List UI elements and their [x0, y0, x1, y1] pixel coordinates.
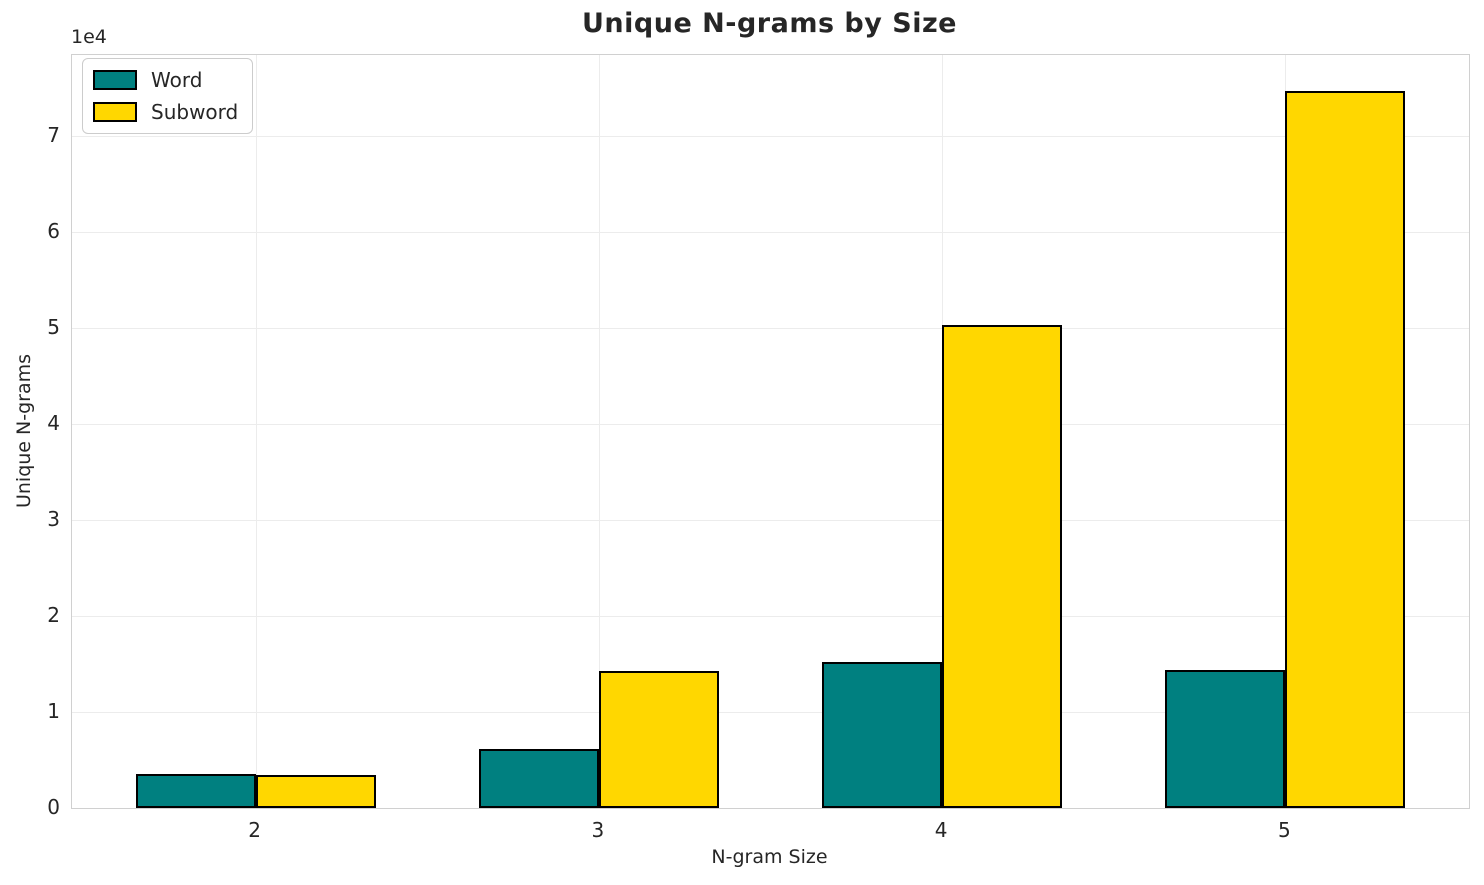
y-gridline: [72, 615, 1469, 617]
x-gridline: [255, 55, 257, 808]
bar-subword-ngram-5: [1285, 90, 1406, 808]
x-axis-label: N-gram Size: [711, 846, 828, 868]
y-gridline: [72, 135, 1469, 137]
bar-subword-ngram-2: [255, 775, 376, 808]
bar-word-ngram-4: [822, 662, 943, 808]
plot-area: [71, 54, 1470, 809]
y-gridline: [72, 712, 1469, 713]
legend-swatch-icon: [93, 70, 137, 90]
y-tick-label: 0: [47, 795, 60, 819]
legend-swatch-icon: [93, 102, 137, 122]
bar-word-ngram-2: [135, 774, 256, 808]
y-gridline: [72, 519, 1469, 521]
bar-word-ngram-3: [478, 749, 599, 808]
bar-word-ngram-5: [1165, 669, 1286, 808]
y-tick-label: 1: [47, 699, 60, 723]
bar-subword-ngram-3: [598, 670, 719, 808]
legend-label: Word: [151, 68, 203, 92]
y-gridline: [72, 231, 1469, 233]
x-tick-label: 2: [248, 818, 261, 842]
x-tick-label: 5: [1278, 818, 1291, 842]
y-gridline: [72, 327, 1469, 329]
y-axis-offset-label: 1e4: [71, 26, 107, 48]
y-tick-label: 7: [47, 122, 60, 147]
bar-subword-ngram-4: [942, 324, 1063, 808]
y-tick-label: 2: [47, 602, 60, 627]
y-gridline: [72, 423, 1469, 425]
x-gridline: [598, 55, 600, 808]
legend: Word Subword: [82, 58, 254, 134]
y-tick-label: 6: [47, 218, 60, 243]
legend-item-subword: Subword: [93, 100, 238, 124]
x-tick-label: 4: [934, 818, 948, 842]
chart-title: Unique N-grams by Size: [582, 8, 957, 39]
legend-label: Subword: [151, 100, 239, 124]
legend-item-word: Word: [93, 68, 238, 92]
y-tick-label: 3: [47, 506, 60, 531]
y-tick-label: 5: [47, 314, 60, 339]
y-tick-label: 4: [47, 410, 60, 435]
y-axis-label: Unique N-grams: [13, 353, 35, 509]
x-tick-label: 3: [591, 818, 605, 842]
